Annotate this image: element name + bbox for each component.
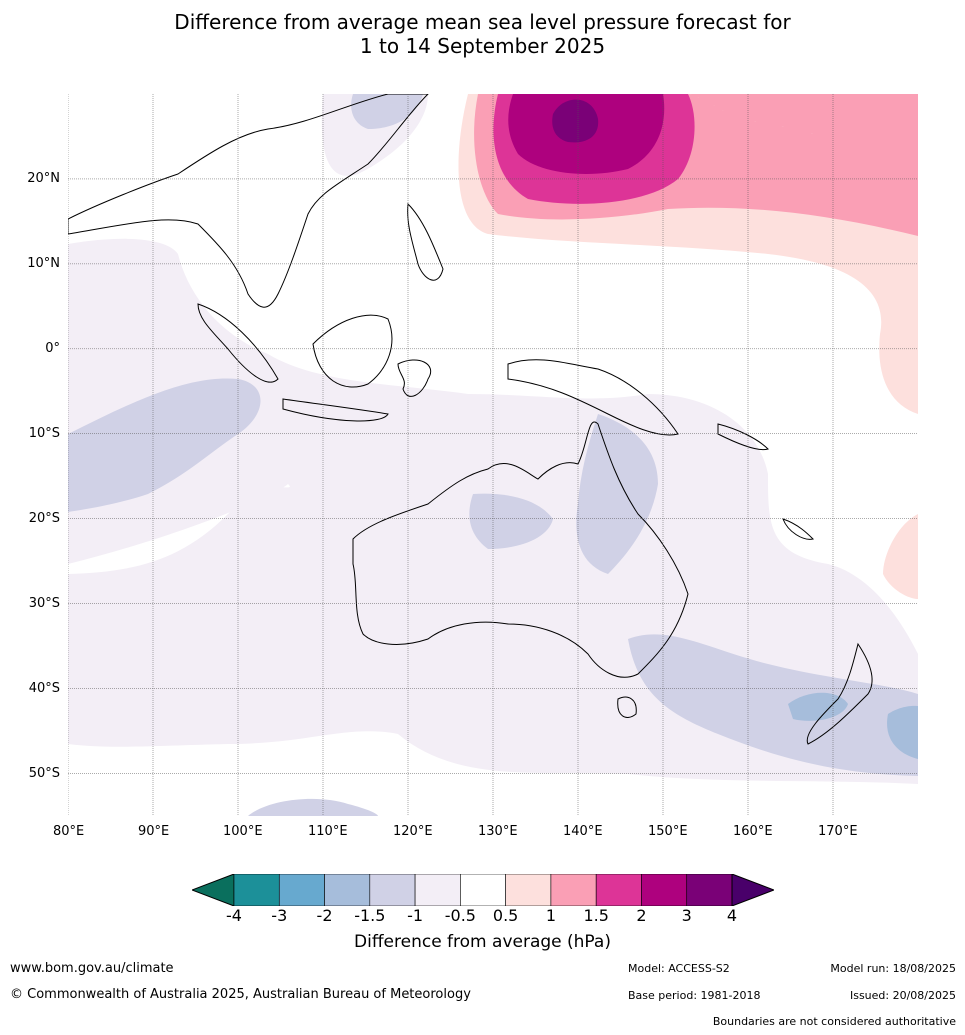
australia-coast <box>352 421 689 678</box>
map-canvas <box>68 94 918 816</box>
pressure-anomaly-map <box>68 94 918 816</box>
borneo-coast <box>312 314 393 388</box>
colorbar-tick-label: -1 <box>407 906 424 925</box>
sulawesi-coast <box>397 359 431 397</box>
title-line-2: 1 to 14 September 2025 <box>359 34 606 58</box>
field-negative-australia-west <box>469 493 553 549</box>
tasmania-coast <box>617 696 637 718</box>
solomon-islands-coast <box>717 423 769 451</box>
longitude-label: 110°E <box>308 824 348 839</box>
longitude-label: 90°E <box>138 824 170 839</box>
footer-model: Model: ACCESS-S2 <box>628 962 730 975</box>
new-zealand-coast <box>806 642 873 745</box>
field-positive-05-south <box>883 514 918 599</box>
colorbar-tick-label: 3 <box>681 906 692 925</box>
colorbar-tick-label: -1.5 <box>354 906 386 925</box>
latitude-label: 10°N <box>27 255 60 271</box>
colorbar-min-extension <box>190 873 235 907</box>
field-negative-2-east <box>887 705 918 759</box>
latitude-label: 10°S <box>28 425 60 441</box>
colorbar-bin <box>505 873 552 907</box>
colorbar-tick-label: 2 <box>636 906 647 925</box>
colorbar-bin <box>369 873 416 907</box>
field-negative-north <box>351 94 423 129</box>
field-negative-south <box>248 798 378 816</box>
colorbar-tick-label: 1 <box>545 906 556 925</box>
new-caledonia-coast <box>782 518 815 540</box>
latitude-label: 40°S <box>28 680 60 696</box>
field-negative-2 <box>788 692 848 721</box>
colorbar <box>190 873 776 907</box>
field-negative-indian-ocean <box>68 378 261 512</box>
field-positive-3 <box>552 99 599 143</box>
graticule <box>68 94 918 816</box>
colorbar-tick-label: -4 <box>226 906 242 925</box>
colorbar-bin <box>686 873 733 907</box>
longitude-label: 120°E <box>393 824 433 839</box>
colorbar-bin <box>641 873 688 907</box>
longitude-label: 140°E <box>563 824 603 839</box>
colorbar-max-extension <box>731 873 776 907</box>
longitude-label: 150°E <box>648 824 688 839</box>
colorbar-bin <box>278 873 325 907</box>
colorbar-bin <box>324 873 371 907</box>
footer-disclaimer: Boundaries are not considered authoritat… <box>712 1015 956 1028</box>
latitude-label: 20°N <box>27 170 60 186</box>
colorbar-tick-label: -3 <box>271 906 288 925</box>
colorbar-tick-label: 4 <box>726 906 738 925</box>
anomaly-fields <box>68 94 918 816</box>
colorbar-bin <box>233 873 280 907</box>
footer-copyright: © Commonwealth of Australia 2025, Austra… <box>10 987 471 1002</box>
latitude-label: 0° <box>45 340 60 356</box>
colorbar-label: Difference from average (hPa) <box>354 932 611 952</box>
latitude-label: 30°S <box>28 595 60 611</box>
colorbar-bin <box>595 873 642 907</box>
colorbar-swatches <box>190 873 776 907</box>
asia-mainland-coast <box>68 94 429 308</box>
philippines-coast <box>407 202 444 281</box>
colorbar-bin <box>550 873 597 907</box>
sumatra-coast <box>197 303 279 383</box>
colorbar-tick-label: 1.5 <box>583 906 609 925</box>
footer-base-period: Base period: 1981-2018 <box>628 989 761 1002</box>
colorbar-tick-label: 0.5 <box>492 906 519 925</box>
longitude-label: 160°E <box>733 824 773 839</box>
title-line-1: Difference from average mean sea level p… <box>174 10 791 34</box>
map-title: Difference from average mean sea level p… <box>0 10 965 58</box>
footer-website[interactable]: www.bom.gov.au/climate <box>10 961 174 976</box>
field-negative-tasman <box>628 634 918 776</box>
latitude-label: 50°S <box>28 765 60 781</box>
longitude-label: 170°E <box>818 824 858 839</box>
field-negative-australia-east <box>576 414 658 574</box>
latitude-label: 20°S <box>28 510 60 526</box>
colorbar-bin <box>414 873 461 907</box>
colorbar-bin <box>460 873 506 907</box>
colorbar-tick-label: -0.5 <box>444 906 476 925</box>
footer-issued: Issued: 20/08/2025 <box>849 989 956 1002</box>
java-coast <box>282 398 389 422</box>
longitude-label: 130°E <box>478 824 518 839</box>
colorbar-tick-label: -2 <box>316 906 333 925</box>
longitude-label: 100°E <box>223 824 263 839</box>
longitude-label: 80°E <box>53 824 85 839</box>
footer-model-run: Model run: 18/08/2025 <box>830 962 956 975</box>
